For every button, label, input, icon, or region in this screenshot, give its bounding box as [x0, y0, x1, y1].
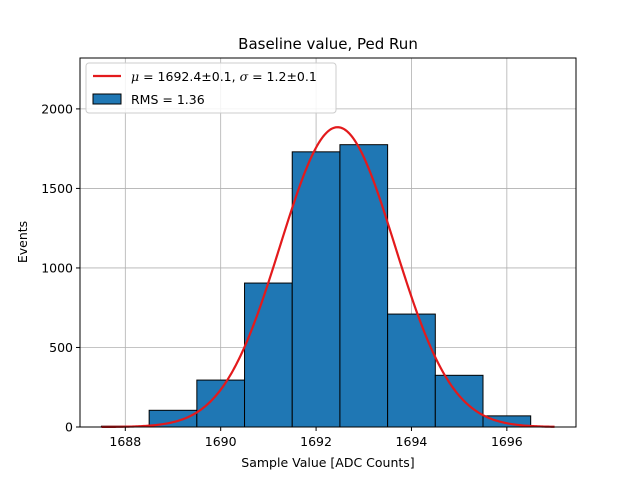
- legend: μ = 1692.4±0.1, σ = 1.2±0.1 RMS = 1.36: [85, 62, 337, 114]
- x-axis-label: Sample Value [ADC Counts]: [241, 455, 414, 470]
- histogram-bar: [339, 144, 389, 428]
- plot-frame: [79, 57, 577, 428]
- histogram-bar: [291, 151, 341, 428]
- gaussian-fit: [101, 126, 555, 429]
- y-tick-label: 1500: [41, 181, 73, 196]
- x-tick-label: 1690: [205, 434, 237, 449]
- fit-curve: [101, 126, 555, 429]
- x-tick-label: 1688: [109, 434, 141, 449]
- y-axis-label: Events: [15, 221, 30, 263]
- legend-hist-label: RMS = 1.36: [131, 92, 205, 107]
- histogram-bars: [100, 144, 532, 428]
- histogram-bar: [434, 374, 484, 428]
- x-tick-label: 1692: [300, 434, 332, 449]
- histogram-bar: [387, 313, 436, 428]
- legend-sigma-value: = 1.2±0.1: [248, 69, 317, 84]
- y-tick-label: 1000: [41, 260, 73, 275]
- histogram-bar: [244, 282, 293, 428]
- legend-hist-swatch: [92, 93, 122, 105]
- legend-box: [85, 62, 337, 114]
- legend-mu-value: = 1692.4±0.1,: [139, 69, 239, 84]
- legend-mu-symbol: μ: [131, 69, 139, 84]
- y-tick-label: 0: [65, 420, 73, 435]
- x-tick-label: 1694: [396, 434, 428, 449]
- chart-title: Baseline value, Ped Run: [238, 35, 418, 53]
- legend-fit-label: μ = 1692.4±0.1, σ = 1.2±0.1: [131, 69, 317, 84]
- histogram-bar: [196, 379, 246, 428]
- y-tick-label: 2000: [41, 101, 73, 116]
- x-axis-ticks: 1688 1690 1692 1694 1696: [109, 427, 523, 449]
- x-tick-label: 1696: [491, 434, 523, 449]
- y-axis-ticks: 0 500 1000 1500 2000: [41, 101, 80, 435]
- legend-sigma-symbol: σ: [240, 69, 249, 84]
- y-tick-label: 500: [49, 340, 73, 355]
